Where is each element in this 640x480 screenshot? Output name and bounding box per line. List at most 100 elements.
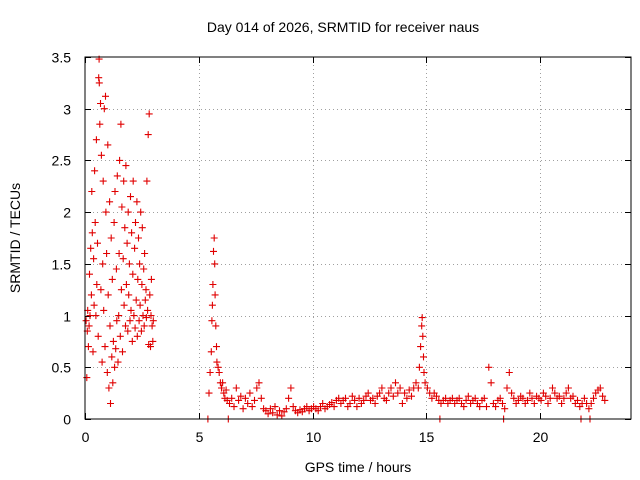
data-point <box>387 384 395 392</box>
data-point <box>510 394 518 402</box>
data-point <box>528 394 536 402</box>
y-tick-label: 2 <box>63 205 71 221</box>
data-point <box>91 167 99 175</box>
data-point <box>289 403 297 411</box>
data-point <box>418 314 426 322</box>
data-point <box>102 92 109 100</box>
data-point <box>148 322 156 330</box>
data-point <box>146 291 154 299</box>
data-point <box>86 312 94 320</box>
data-point <box>369 394 377 402</box>
data-point <box>241 394 249 402</box>
data-point <box>134 275 142 283</box>
y-tick-label: 0.5 <box>52 360 72 376</box>
data-point <box>421 379 429 387</box>
data-point <box>127 193 134 201</box>
data-point <box>314 407 322 415</box>
data-point <box>138 281 146 288</box>
data-point <box>415 363 423 371</box>
data-point <box>123 239 131 247</box>
data-point <box>414 384 422 392</box>
data-point <box>89 348 97 356</box>
data-point <box>110 219 118 226</box>
data-point <box>230 403 238 411</box>
data-point <box>487 379 495 387</box>
data-point <box>109 337 117 345</box>
data-point <box>90 255 98 263</box>
data-point <box>130 312 138 320</box>
data-point <box>215 369 223 376</box>
y-tick-label: 3 <box>63 102 71 118</box>
data-point <box>218 384 225 392</box>
data-point <box>119 255 127 263</box>
data-point <box>85 322 93 330</box>
data-point <box>546 394 554 402</box>
data-point <box>206 369 214 376</box>
y-tick-label: 0 <box>63 412 71 428</box>
data-point <box>551 389 559 397</box>
data-point <box>135 317 143 325</box>
data-point <box>127 306 135 314</box>
data-point <box>128 229 136 237</box>
data-point <box>585 405 593 413</box>
x-tick-label: 10 <box>306 429 322 445</box>
data-point <box>99 260 107 268</box>
data-point <box>120 301 128 309</box>
x-tick-label: 15 <box>419 429 435 445</box>
data-point <box>122 281 130 288</box>
data-point <box>82 317 90 325</box>
data-point <box>132 219 139 226</box>
data-point <box>394 389 402 397</box>
data-point <box>98 358 106 366</box>
data-point <box>244 400 252 407</box>
data-point <box>455 394 463 402</box>
data-point <box>485 363 493 371</box>
data-point <box>208 301 216 309</box>
data-point <box>126 317 134 325</box>
data-point <box>129 177 137 185</box>
data-point <box>376 389 384 397</box>
data-point <box>88 188 96 195</box>
data-point <box>237 392 245 400</box>
data-point <box>142 314 150 322</box>
data-point <box>133 332 141 340</box>
data-point <box>542 392 550 400</box>
data-point <box>95 74 103 82</box>
data-point <box>405 386 413 394</box>
data-point <box>149 337 157 345</box>
data-point <box>128 337 136 345</box>
data-point <box>448 394 456 402</box>
data-point <box>330 403 338 411</box>
data-point <box>143 177 151 185</box>
data-point <box>87 291 95 299</box>
data-point <box>428 394 436 402</box>
data-point <box>86 270 93 278</box>
data-point <box>142 286 150 294</box>
data-point <box>106 322 114 330</box>
y-tick-label: 2.5 <box>52 153 72 169</box>
data-point <box>232 384 240 392</box>
data-point <box>590 394 597 402</box>
data-point <box>562 389 570 397</box>
data-point <box>335 394 343 402</box>
data-point <box>211 291 219 299</box>
data-point <box>257 394 265 402</box>
data-point <box>464 392 472 400</box>
data-point <box>96 120 104 128</box>
data-point <box>564 384 572 392</box>
data-point <box>101 343 109 351</box>
data-point <box>83 374 91 382</box>
data-point <box>211 260 219 268</box>
data-point <box>208 317 216 325</box>
data-point <box>93 281 101 288</box>
x-tick-labels: 0 5 10 15 20 <box>82 429 549 445</box>
data-point <box>124 327 132 335</box>
data-point <box>116 332 124 340</box>
data-point <box>138 224 146 232</box>
data-point <box>398 400 406 407</box>
data-point <box>555 392 563 400</box>
data-point <box>104 291 112 299</box>
data-point <box>599 392 607 400</box>
data-point <box>88 229 96 237</box>
data-point <box>420 353 427 361</box>
